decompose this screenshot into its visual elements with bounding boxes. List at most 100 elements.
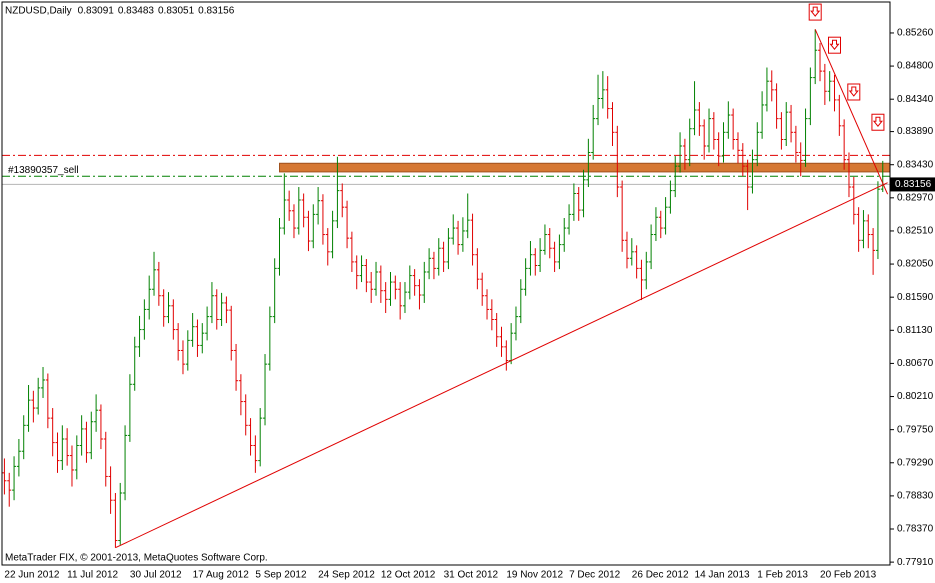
ohlc-bar — [263, 354, 268, 426]
ohlc-bar — [398, 282, 403, 320]
x-tick-label: 31 Oct 2012 — [444, 570, 499, 581]
ohlc-bar — [818, 43, 823, 82]
y-tick-label: 0.80670 — [897, 358, 934, 369]
ohlc-bar — [557, 234, 562, 270]
ohlc-bar — [374, 261, 379, 296]
ohlc-bar — [7, 472, 12, 507]
ohlc-bar — [60, 425, 65, 470]
ohlc-bar — [407, 265, 412, 300]
ohlc-bar — [16, 439, 21, 477]
y-tick-label: 0.82050 — [897, 259, 934, 270]
ohlc-bar — [542, 224, 547, 255]
y-tick-label: 0.79290 — [897, 457, 934, 468]
ohlc-bar — [538, 238, 543, 272]
ohlc-bar — [567, 204, 572, 235]
ohlc-bar — [615, 125, 620, 198]
ohlc-bar — [798, 142, 803, 177]
x-tick-label: 12 Oct 2012 — [381, 570, 436, 581]
y-tick-label: 0.82970 — [897, 192, 934, 203]
ohlc-bar — [629, 238, 634, 266]
ohlc-bar — [412, 269, 417, 296]
ohlc-bar — [547, 228, 552, 259]
ohlc-bar — [171, 299, 176, 340]
ohlc-bar — [875, 181, 880, 260]
ohlc-bar — [851, 176, 856, 225]
ohlc-bar — [335, 156, 340, 229]
y-tick-label: 0.85260 — [897, 28, 934, 39]
ohlc-bar — [79, 415, 84, 456]
ohlc-bar — [98, 404, 103, 450]
ohlc-bar — [65, 428, 70, 466]
ohlc-bar — [393, 275, 398, 300]
ohlc-bar — [224, 296, 229, 324]
ohlc-bar — [822, 63, 827, 105]
ohlc-bar — [291, 204, 296, 239]
ohlc-bar — [132, 336, 137, 391]
ohlc-bar — [803, 108, 808, 167]
ohlc-bar — [504, 340, 509, 371]
ohlc-bar — [436, 238, 441, 276]
arrow-signal — [828, 36, 841, 54]
ohlc-bar — [832, 74, 837, 112]
ohlc-bar — [678, 132, 683, 173]
y-tick-label: 0.83890 — [897, 126, 934, 137]
arrow-signal — [847, 83, 861, 101]
trendline — [814, 29, 889, 195]
x-tick-label: 26 Dec 2012 — [632, 570, 689, 581]
ohlc-bar — [494, 313, 499, 347]
ohlc-bar — [755, 122, 760, 167]
ohlc-bar — [707, 108, 712, 153]
ohlc-bar — [185, 330, 190, 371]
ohlc-bar — [89, 411, 94, 460]
ohlc-bar — [359, 255, 364, 283]
arrow-glyph — [829, 39, 840, 50]
ohlc-bar — [610, 102, 615, 146]
x-tick-label: 30 Jul 2012 — [130, 570, 182, 581]
ohlc-bar — [456, 220, 461, 255]
y-tick-label: 0.82510 — [897, 226, 934, 237]
ohlc-bar — [533, 248, 538, 276]
arrow-signal — [808, 3, 822, 21]
ohlc-bar — [518, 279, 523, 324]
ohlc-bar — [108, 466, 113, 514]
ohlc-bar — [600, 71, 605, 109]
ohlc-bar — [330, 210, 335, 259]
ohlc-bar — [470, 213, 475, 266]
ohlc-bar — [94, 394, 99, 432]
ohlc-bar — [528, 241, 533, 276]
ohlc-bar — [774, 83, 779, 129]
y-tick-label: 0.81590 — [897, 292, 934, 303]
ohlc-bar — [209, 282, 214, 324]
ohlc-bar — [682, 138, 687, 170]
ohlc-bar — [234, 343, 239, 391]
ohlc-bar — [750, 149, 755, 194]
ohlc-bar — [161, 289, 166, 327]
x-tick-label: 1 Feb 2013 — [757, 570, 808, 581]
ohlc-bar — [306, 210, 311, 252]
ohlc-bar — [489, 299, 494, 331]
ohlc-bar — [113, 493, 118, 548]
ohlc-bar — [301, 193, 306, 228]
ohlc-bar — [480, 272, 485, 306]
arrow-glyph — [848, 86, 859, 97]
x-tick-label: 7 Dec 2012 — [569, 570, 621, 581]
ohlc-bar — [702, 119, 707, 160]
ohlc-bar — [591, 104, 596, 160]
ohlc-bar — [793, 125, 798, 163]
ohlc-bar — [769, 70, 774, 102]
ohlc-bar — [277, 217, 282, 276]
ohlc-bar — [697, 102, 702, 136]
ohlc-bar — [605, 76, 610, 119]
ohlc-bar — [248, 418, 253, 456]
arrow-glyph — [810, 6, 821, 17]
watermark: MetaTrader FIX, © 2001-2013, MetaQuotes … — [5, 553, 268, 564]
ohlc-bar — [118, 482, 123, 545]
ohlc-bar — [581, 169, 586, 218]
ohlc-bar — [731, 108, 736, 150]
ohlc-bar — [668, 180, 673, 214]
ohlc-bar — [69, 445, 74, 487]
ohlc-bar — [499, 326, 504, 357]
header-close: 0.83156 — [198, 6, 235, 17]
ohlc-bar — [287, 190, 292, 221]
